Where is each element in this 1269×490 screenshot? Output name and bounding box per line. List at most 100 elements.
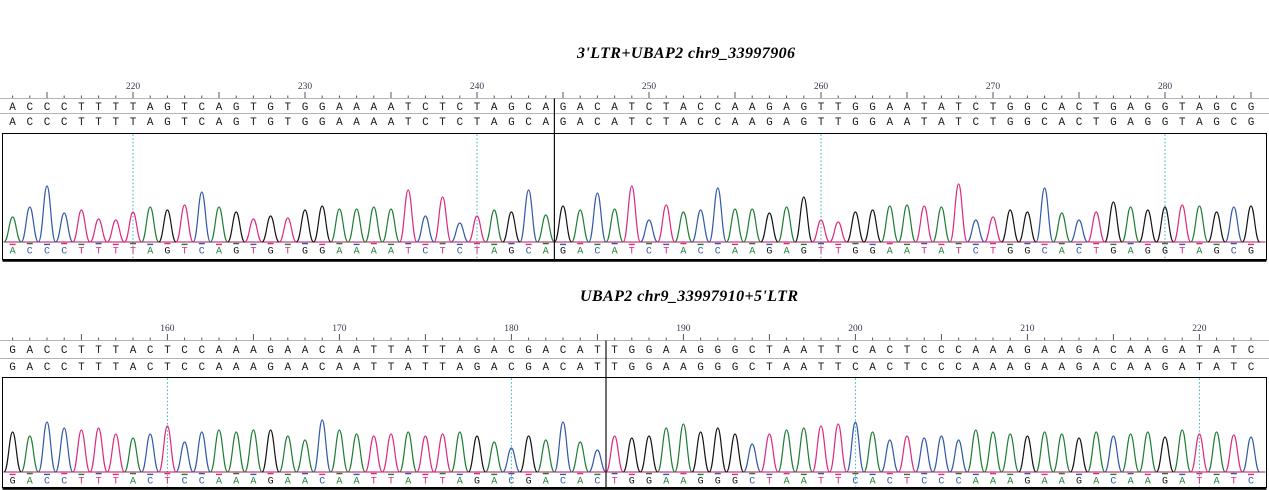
trace-peak-G	[1018, 211, 1037, 243]
trace-peak-G	[622, 437, 641, 473]
trace-peak-C	[37, 421, 57, 473]
base-letter: C	[525, 102, 532, 114]
base-letter: G	[302, 117, 309, 129]
base-letter: T	[611, 345, 618, 357]
base-letter: T	[95, 102, 102, 114]
base-letter: A	[284, 362, 291, 374]
base-letter: C	[1076, 247, 1082, 258]
trace-peak-T	[399, 189, 418, 243]
base-letter: C	[182, 477, 188, 488]
base-letter: G	[1024, 345, 1031, 357]
base-letter: G	[1213, 102, 1220, 114]
trace-peak-C	[743, 443, 762, 473]
base-letter: A	[370, 102, 377, 114]
base-letter: C	[147, 362, 154, 374]
base-letter: G	[1144, 102, 1151, 114]
trace-peak-G	[725, 433, 745, 473]
base-letter: A	[26, 345, 33, 357]
trace-peak-C	[416, 215, 435, 243]
base-letter: T	[1196, 362, 1203, 374]
base-letter: C	[1076, 117, 1083, 129]
trace-peak-T	[1190, 433, 1209, 473]
base-letter: C	[147, 345, 154, 357]
base-letter: T	[250, 102, 257, 114]
base-letter: G	[628, 345, 635, 357]
base-letter: A	[388, 102, 395, 114]
base-letter: C	[1110, 345, 1117, 357]
base-letter: T	[955, 102, 962, 114]
base-letter: C	[44, 345, 51, 357]
base-letter: T	[663, 117, 670, 129]
base-letter: A	[388, 247, 394, 258]
trace-peak-G	[1104, 201, 1123, 243]
trace-peak-T	[433, 196, 452, 243]
trace-peak-A	[1052, 433, 1071, 473]
base-letter: A	[680, 247, 686, 258]
base-letter: A	[1059, 247, 1065, 258]
base-letter: T	[113, 247, 119, 258]
base-letter: A	[405, 477, 411, 488]
base-letter: C	[199, 247, 205, 258]
base-letter: G	[1162, 345, 1169, 357]
base-letter: C	[456, 102, 463, 114]
trace-peak-G	[1155, 436, 1175, 473]
base-letter: C	[198, 345, 205, 357]
base-letter: C	[61, 102, 68, 114]
base-letter: G	[870, 247, 876, 258]
base-letter: T	[405, 102, 412, 114]
base-letter: A	[1128, 247, 1134, 258]
base-letter: T	[439, 362, 446, 374]
base-letter: A	[577, 117, 584, 129]
ruler-label: 220	[126, 82, 141, 92]
base-letter: C	[319, 345, 326, 357]
ruler-labels: 160 170 180 190 200 210 220	[160, 324, 1207, 334]
base-letter: G	[646, 362, 653, 374]
base-letter: A	[783, 362, 790, 374]
trace-peak-C	[20, 206, 39, 243]
base-letter: T	[130, 117, 137, 129]
base-letter: A	[285, 477, 291, 488]
base-letter: A	[732, 102, 739, 114]
base-letter: A	[680, 345, 687, 357]
trace-peak-T	[829, 221, 848, 243]
base-letter: G	[646, 345, 653, 357]
base-letter: T	[921, 117, 928, 129]
base-letter: A	[336, 247, 342, 258]
base-letter: A	[990, 362, 997, 374]
base-letter: A	[250, 345, 257, 357]
trace-peak-A	[966, 429, 985, 473]
base-letter: C	[938, 477, 944, 488]
ruler-label: 190	[676, 324, 691, 334]
base-letter: A	[9, 102, 16, 114]
base-letter: G	[1162, 362, 1169, 374]
base-letter: G	[319, 117, 326, 129]
trace-peak-C	[880, 439, 899, 473]
ruler-label: 250	[642, 82, 657, 92]
base-letter: T	[904, 362, 911, 374]
base-letter: G	[164, 102, 171, 114]
base-letter: A	[1144, 362, 1151, 374]
trace-peak-A	[3, 216, 22, 243]
base-letter: C	[646, 102, 653, 114]
base-letter: C	[594, 477, 600, 488]
base-letter: A	[353, 117, 360, 129]
base-letter: T	[112, 102, 119, 114]
base-letter: A	[353, 362, 360, 374]
base-letter: A	[1058, 102, 1065, 114]
trace-peak-T	[984, 216, 1002, 243]
trace-peak-G	[1155, 206, 1175, 243]
base-letter: G	[766, 102, 773, 114]
base-letter: T	[628, 117, 635, 129]
base-letter: G	[525, 362, 532, 374]
base-letter: C	[1230, 117, 1237, 129]
base-letter: C	[921, 345, 928, 357]
base-letter: T	[284, 117, 291, 129]
base-letter: G	[560, 247, 566, 258]
base-letter: A	[130, 362, 137, 374]
trace-peak-A	[674, 211, 693, 243]
trace-peak-C	[966, 219, 985, 243]
base-letter: C	[422, 102, 429, 114]
trace-peak-A	[571, 441, 590, 473]
base-letter: T	[422, 345, 429, 357]
